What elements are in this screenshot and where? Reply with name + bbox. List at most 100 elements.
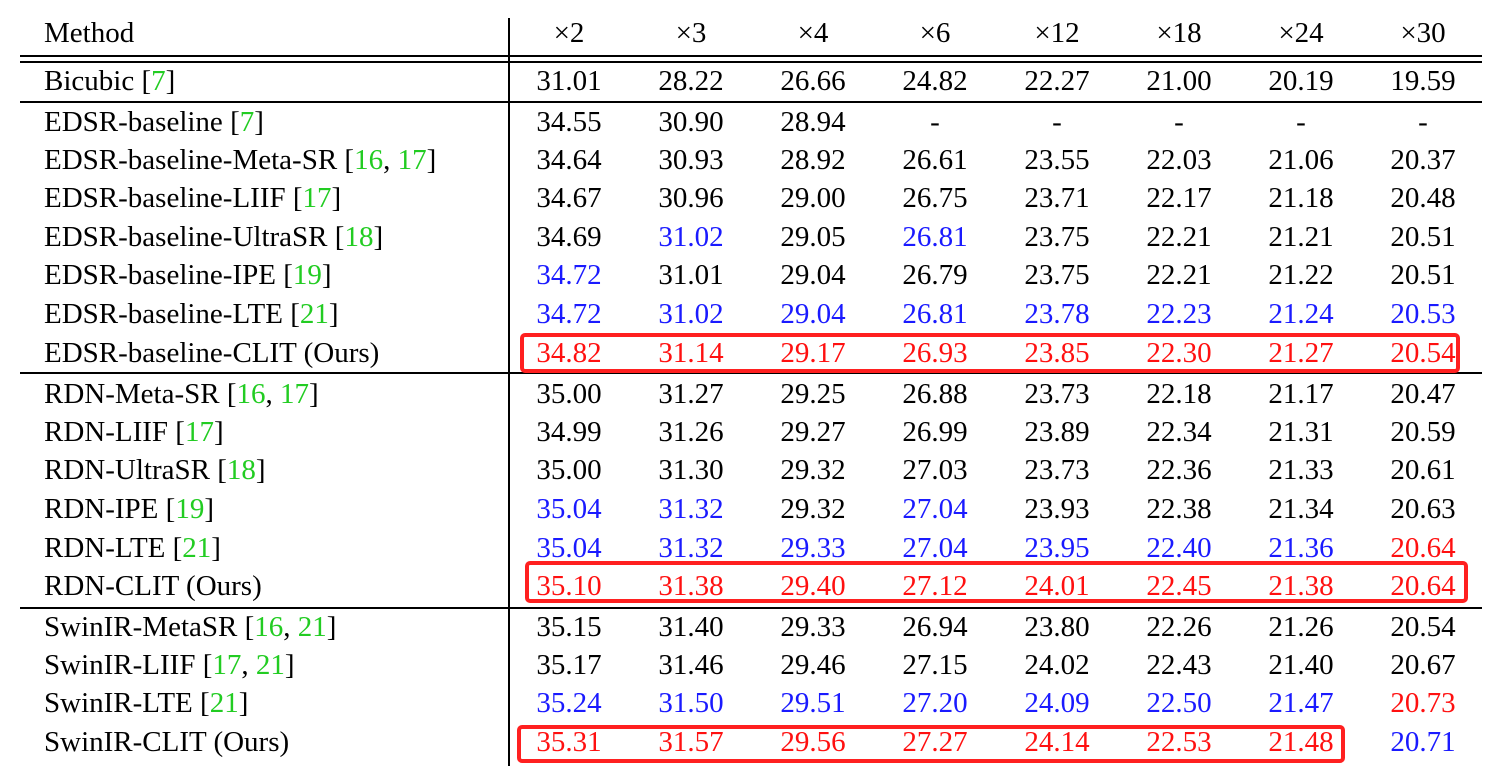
citation-link[interactable]: 21 [182, 532, 212, 564]
header-rule-second [20, 61, 1482, 63]
citation-link[interactable]: 7 [239, 106, 255, 138]
psnr-value: 35.10 [536, 570, 602, 602]
psnr-value: 22.53 [1146, 726, 1212, 758]
table-row: EDSR-baseline-CLIT (Ours) 34.82 31.14 29.17… [20, 334, 1482, 372]
psnr-value: 31.46 [658, 649, 724, 681]
method-name: EDSR-baseline-IPE [44, 259, 276, 291]
psnr-value: 20.51 [1390, 221, 1456, 253]
table-row: EDSR-baseline-LIIF [17] 34.67 30.96 29.00 26… [20, 179, 1482, 217]
psnr-value: 29.56 [780, 726, 846, 758]
table-row: Bicubic [7] 31.01 28.22 26.66 24.82 22.27 21.0… [20, 62, 1482, 100]
scale-header-x30: ×30 [1400, 17, 1446, 49]
highlight-box [520, 333, 1460, 373]
method-header: Method [44, 17, 135, 49]
citation-link[interactable]: 19 [292, 259, 322, 291]
citation-link[interactable]: 16 [354, 144, 384, 176]
psnr-value: 35.04 [536, 532, 602, 564]
header-row: Method ×2 ×3 ×4 ×6 ×12 ×18 ×24 ×30 [20, 14, 1482, 52]
psnr-value: 35.15 [536, 611, 602, 643]
psnr-value: 20.73 [1390, 687, 1456, 719]
citation-link[interactable]: 19 [175, 493, 205, 525]
psnr-value: 29.00 [780, 182, 846, 214]
citation-link[interactable]: 18 [344, 221, 374, 253]
results-table: Method ×2 ×3 ×4 ×6 ×12 ×18 ×24 ×30 Bicub… [20, 0, 1482, 775]
citation-link[interactable]: 17 [280, 378, 310, 410]
psnr-value: 31.57 [658, 726, 724, 758]
psnr-value: 20.19 [1268, 65, 1334, 97]
column-divider [508, 18, 510, 766]
citation-link[interactable]: 16 [236, 378, 266, 410]
psnr-value: 27.15 [902, 649, 968, 681]
method-cell: RDN-Meta-SR [16, 17] [44, 378, 319, 410]
method-name: Bicubic [44, 65, 135, 97]
psnr-value: 22.45 [1146, 570, 1212, 602]
psnr-value: 21.48 [1268, 726, 1334, 758]
citation-link[interactable]: 17 [397, 144, 427, 176]
psnr-value: 20.53 [1390, 298, 1456, 330]
psnr-value: 27.04 [902, 493, 968, 525]
psnr-value: 27.12 [902, 570, 968, 602]
header-rule [20, 55, 1482, 57]
psnr-value: 31.02 [658, 298, 724, 330]
citation-link[interactable]: 7 [151, 65, 166, 97]
method-name: RDN-LTE [44, 532, 166, 564]
citation-link[interactable]: 16 [254, 611, 284, 643]
psnr-value: - [1296, 106, 1306, 138]
psnr-value: 28.92 [780, 144, 846, 176]
psnr-value: 35.04 [536, 493, 602, 525]
psnr-value: 21.33 [1268, 454, 1334, 486]
citation-link[interactable]: 21 [209, 687, 239, 719]
method-cell: RDN-LIIF [17] [44, 416, 224, 448]
psnr-value: 24.01 [1024, 570, 1090, 602]
citation-link[interactable]: 18 [226, 454, 256, 486]
citation-link[interactable]: 17 [212, 649, 242, 681]
psnr-value: 29.51 [780, 687, 846, 719]
psnr-value: 26.66 [780, 65, 846, 97]
method-name: RDN-UltraSR [44, 454, 210, 486]
psnr-value: 35.24 [536, 687, 602, 719]
method-name: RDN-Meta-SR [44, 378, 220, 410]
method-name: EDSR-baseline [44, 106, 223, 138]
citation-link[interactable]: 21 [255, 649, 285, 681]
table-row: EDSR-baseline-IPE [19] 34.72 31.01 29.04 26.… [20, 256, 1482, 294]
psnr-value: 29.32 [780, 493, 846, 525]
psnr-value: 31.14 [658, 337, 724, 369]
psnr-value: - [1174, 106, 1184, 138]
table-row: RDN-IPE [19] 35.04 31.32 29.32 27.04 23.93 22.… [20, 490, 1482, 528]
scale-header-x3: ×3 [675, 17, 707, 49]
psnr-value: 22.03 [1146, 144, 1212, 176]
method-name: SwinIR-MetaSR [44, 611, 238, 643]
psnr-value: 29.17 [780, 337, 846, 369]
psnr-value: - [930, 106, 940, 138]
psnr-value: 31.27 [658, 378, 724, 410]
psnr-value: 20.48 [1390, 182, 1456, 214]
table-row: RDN-LIIF [17] 34.99 31.26 29.27 26.99 23.89 22… [20, 413, 1482, 451]
table-row: EDSR-baseline [7] 34.55 30.90 28.94 - - - - - [20, 103, 1482, 141]
psnr-value: 28.22 [658, 65, 724, 97]
psnr-value: 29.33 [780, 611, 846, 643]
method-name: EDSR-baseline-LIIF [44, 182, 286, 214]
psnr-value: 20.64 [1390, 570, 1456, 602]
psnr-value: 22.26 [1146, 611, 1212, 643]
psnr-value: 29.04 [780, 298, 846, 330]
psnr-value: 29.46 [780, 649, 846, 681]
psnr-value: 26.79 [902, 259, 968, 291]
citation-link[interactable]: 21 [299, 298, 329, 330]
table-row: RDN-LTE [21] 35.04 31.32 29.33 27.04 23.95 22.… [20, 529, 1482, 567]
psnr-value: 21.06 [1268, 144, 1334, 176]
citation-link[interactable]: 21 [297, 611, 327, 643]
psnr-value: 20.54 [1390, 337, 1456, 369]
table-row: SwinIR-LIIF [17, 21] 35.17 31.46 29.46 27.15… [20, 646, 1482, 684]
psnr-value: 21.22 [1268, 259, 1334, 291]
psnr-value: 23.71 [1024, 182, 1090, 214]
method-cell: EDSR-baseline-LIIF [17] [44, 182, 342, 214]
psnr-value: 19.59 [1390, 65, 1456, 97]
method-cell: RDN-CLIT (Ours) [44, 567, 262, 605]
method-cell: EDSR-baseline-IPE [19] [44, 259, 332, 291]
psnr-value: 23.75 [1024, 259, 1090, 291]
psnr-value: 30.90 [658, 106, 724, 138]
table-row: RDN-CLIT (Ours) 35.10 31.38 29.40 27.12 24.01… [20, 567, 1482, 605]
citation-link[interactable]: 17 [184, 416, 214, 448]
psnr-value: 21.31 [1268, 416, 1334, 448]
citation-link[interactable]: 17 [302, 182, 332, 214]
